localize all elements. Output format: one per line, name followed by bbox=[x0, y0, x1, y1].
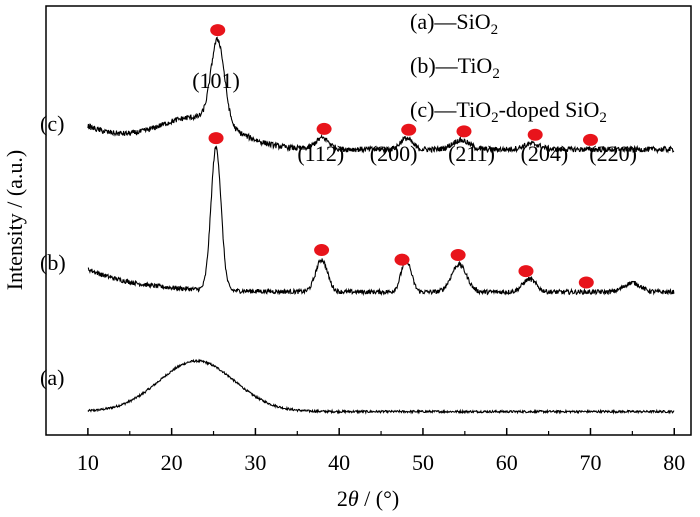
series-line-a bbox=[87, 358, 675, 415]
peak-marker bbox=[401, 123, 417, 136]
series-line-b bbox=[87, 145, 675, 297]
series-label-a: (a) bbox=[40, 365, 64, 390]
y-axis-title: Intensity / (a.u.) bbox=[2, 150, 27, 291]
x-tick-label: 10 bbox=[77, 450, 99, 475]
plot-frame bbox=[45, 5, 692, 436]
peak-marker bbox=[527, 128, 543, 141]
miller-index-label: (112) bbox=[297, 141, 344, 166]
x-tick-label: 30 bbox=[244, 450, 266, 475]
x-tick-label: 60 bbox=[496, 450, 518, 475]
peak-marker bbox=[582, 133, 598, 146]
series-label-b: (b) bbox=[40, 250, 66, 275]
legend-entry-a: (a)—SiO2 bbox=[410, 9, 498, 38]
x-axis-ticks: 10 20 30 40 50 60 70 80 bbox=[77, 428, 685, 475]
legend-entry-b: (b)—TiO2 bbox=[410, 53, 500, 82]
miller-index-label: (200) bbox=[370, 141, 418, 166]
peak-marker bbox=[210, 24, 226, 37]
x-tick-label: 80 bbox=[663, 450, 685, 475]
miller-index-label: (101) bbox=[192, 68, 240, 93]
miller-index-label: (204) bbox=[521, 141, 569, 166]
series-labels: (a) (b) (c) bbox=[40, 111, 66, 390]
miller-index-label: (220) bbox=[589, 141, 637, 166]
peak-marker bbox=[314, 244, 330, 257]
legend-entry-c: (c)—TiO2-doped SiO2 bbox=[410, 97, 607, 126]
x-axis-title: 2θ / (°) bbox=[337, 486, 399, 511]
peak-marker bbox=[450, 249, 466, 262]
marker-group bbox=[208, 24, 598, 289]
peak-marker bbox=[578, 276, 594, 289]
peak-marker bbox=[518, 265, 534, 278]
x-tick-label: 50 bbox=[412, 450, 434, 475]
series-line-c bbox=[87, 36, 675, 155]
miller-index-label: (211) bbox=[448, 141, 495, 166]
series-label-c: (c) bbox=[40, 111, 64, 136]
x-tick-label: 40 bbox=[328, 450, 350, 475]
peak-marker bbox=[456, 125, 472, 138]
peak-marker bbox=[316, 122, 332, 135]
x-tick-label: 20 bbox=[161, 450, 183, 475]
x-tick-label: 70 bbox=[579, 450, 601, 475]
peak-labels: (101) (112) (200) (211) (204) (220) bbox=[192, 68, 637, 166]
peak-marker bbox=[208, 132, 224, 145]
legend: (a)—SiO2 (b)—TiO2 (c)—TiO2-doped SiO2 bbox=[410, 9, 607, 126]
series-group bbox=[87, 36, 675, 415]
peak-marker bbox=[394, 253, 410, 266]
